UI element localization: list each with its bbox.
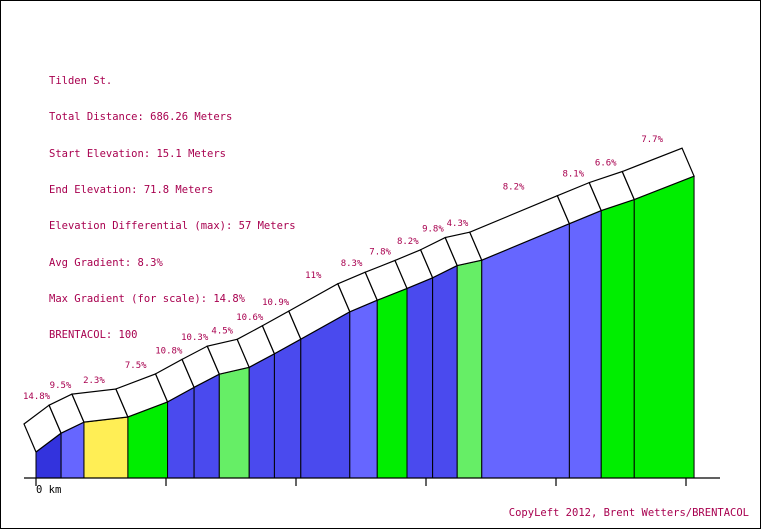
gradient-label: 7.8% bbox=[369, 247, 391, 257]
gradient-label: 10.6% bbox=[236, 313, 264, 323]
gradient-label: 10.8% bbox=[155, 346, 183, 356]
segment-road-bands bbox=[23, 147, 695, 453]
avg-gradient: Avg Gradient: 8.3% bbox=[49, 256, 163, 269]
segment-bar bbox=[273, 338, 302, 479]
x-axis-start-label: 0 km bbox=[36, 484, 61, 496]
max-gradient: Max Gradient (for scale): 14.8% bbox=[49, 292, 245, 305]
gradient-label: 10.9% bbox=[262, 298, 290, 308]
gradient-label: 4.5% bbox=[211, 326, 233, 336]
segment-bar bbox=[349, 299, 378, 479]
x-axis bbox=[24, 477, 720, 486]
segment-bar bbox=[218, 366, 250, 479]
gradient-label: 8.2% bbox=[503, 183, 525, 193]
gradient-label: 2.3% bbox=[83, 376, 105, 386]
gradient-label: 8.2% bbox=[397, 237, 419, 247]
segment-bar bbox=[600, 198, 635, 479]
segment-bar bbox=[568, 209, 602, 479]
elevation-differential: Elevation Differential (max): 57 Meters bbox=[49, 220, 296, 233]
copyleft-credit: CopyLeft 2012, Brent Wetters/BRENTACOL bbox=[508, 507, 749, 519]
gradient-label: 4.3% bbox=[447, 219, 469, 229]
gradient-label: 14.8% bbox=[23, 392, 51, 402]
gradient-label: 9.5% bbox=[50, 381, 72, 391]
segment-bar bbox=[248, 352, 275, 479]
segment-bar bbox=[376, 287, 408, 479]
total-distance: Total Distance: 686.26 Meters bbox=[49, 111, 233, 124]
brentacol-score: BRENTACOL: 100 bbox=[49, 329, 138, 342]
gradient-label: 6.6% bbox=[595, 159, 617, 169]
segment-bar bbox=[406, 277, 434, 479]
segment-bar bbox=[481, 222, 570, 479]
gradient-label: 7.7% bbox=[641, 135, 663, 145]
segment-bar bbox=[300, 310, 351, 479]
end-elevation: End Elevation: 71.8 Meters bbox=[49, 184, 214, 197]
segment-bar bbox=[633, 175, 695, 479]
road-band bbox=[621, 147, 695, 201]
route-info-panel: Tilden St. Total Distance: 686.26 Meters… bbox=[49, 51, 296, 353]
gradient-labels: 14.8%9.5% 2.3% 7.5% 10.8% 10.3%4.5%10.6% 10.9… bbox=[23, 135, 664, 402]
segment-bars bbox=[35, 175, 695, 479]
segment-bar bbox=[83, 416, 129, 479]
route-title: Tilden St. bbox=[49, 75, 113, 88]
gradient-label: 9.8% bbox=[422, 225, 444, 235]
segment-bar bbox=[167, 386, 195, 479]
segment-bar bbox=[432, 264, 458, 479]
gradient-label: 11% bbox=[305, 271, 322, 281]
gradient-label: 8.3% bbox=[341, 259, 363, 269]
start-elevation: Start Elevation: 15.1 Meters bbox=[49, 147, 227, 160]
gradient-label: 8.1% bbox=[562, 170, 584, 180]
gradient-label: 10.3% bbox=[181, 333, 209, 343]
segment-bar bbox=[456, 259, 483, 479]
segment-bar bbox=[193, 373, 220, 479]
gradient-label: 7.5% bbox=[125, 361, 147, 371]
